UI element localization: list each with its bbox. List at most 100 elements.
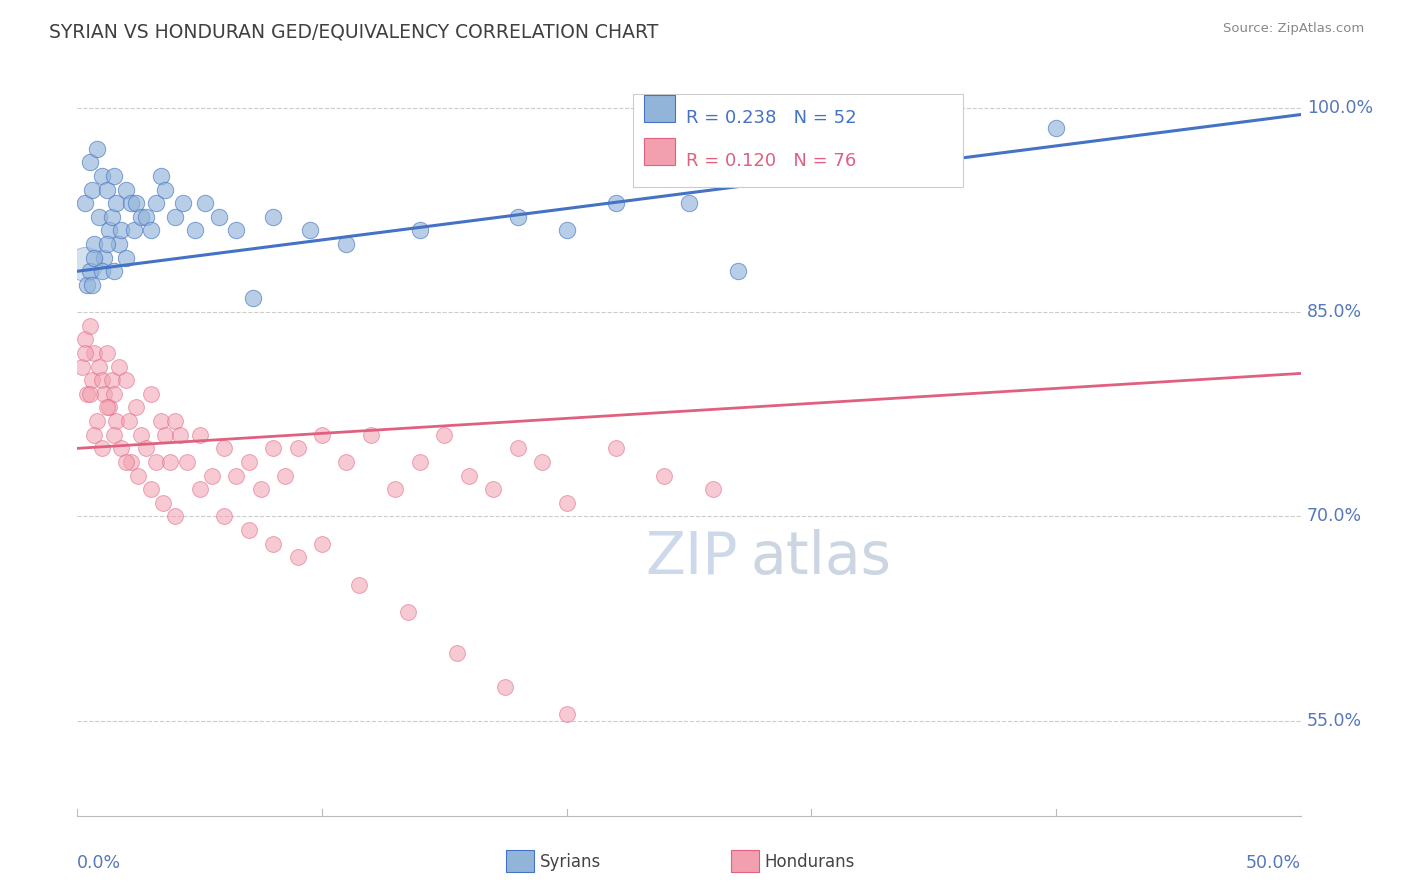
Point — [103, 427, 125, 442]
Point — [555, 223, 578, 237]
Point — [555, 496, 578, 510]
Point — [654, 468, 676, 483]
Point — [73, 196, 96, 211]
Point — [139, 223, 162, 237]
Point — [76, 387, 98, 401]
Point — [184, 223, 207, 237]
Point — [1045, 121, 1067, 136]
Point — [125, 401, 148, 415]
Point — [506, 210, 529, 224]
Point — [165, 414, 187, 428]
Point — [446, 646, 468, 660]
Point — [129, 210, 152, 224]
Point — [169, 427, 191, 442]
Point — [250, 482, 273, 496]
Point — [335, 237, 357, 252]
Point — [90, 373, 112, 387]
Point — [311, 537, 333, 551]
Point — [287, 550, 309, 565]
Text: 0.0%: 0.0% — [77, 854, 121, 871]
Point — [80, 373, 103, 387]
Point — [145, 455, 167, 469]
Point — [93, 251, 115, 265]
Point — [125, 196, 148, 211]
Text: Source: ZipAtlas.com: Source: ZipAtlas.com — [1223, 22, 1364, 36]
Text: 100.0%: 100.0% — [1306, 99, 1372, 117]
Text: 85.0%: 85.0% — [1306, 303, 1362, 321]
Point — [409, 223, 432, 237]
Point — [103, 264, 125, 278]
Point — [110, 223, 132, 237]
Point — [105, 196, 128, 211]
Point — [225, 468, 247, 483]
Text: 50.0%: 50.0% — [1246, 854, 1301, 871]
Point — [80, 277, 103, 292]
Point — [139, 387, 162, 401]
Point — [115, 455, 138, 469]
Point — [155, 182, 177, 196]
Point — [800, 169, 823, 183]
Point — [115, 373, 138, 387]
Point — [188, 427, 211, 442]
Point — [482, 482, 505, 496]
Point — [127, 468, 149, 483]
Text: Syrians: Syrians — [540, 853, 602, 871]
Point — [122, 223, 145, 237]
Point — [262, 537, 284, 551]
Point — [79, 155, 101, 169]
Point — [103, 169, 125, 183]
Point — [73, 332, 96, 346]
Point — [238, 523, 260, 537]
Point — [433, 427, 456, 442]
Point — [208, 210, 231, 224]
Point — [135, 442, 157, 456]
Point — [96, 401, 118, 415]
Point — [172, 196, 194, 211]
Text: 70.0%: 70.0% — [1306, 508, 1362, 525]
Point — [83, 427, 105, 442]
Point — [83, 237, 105, 252]
Point — [262, 442, 284, 456]
Point — [100, 373, 122, 387]
Point — [145, 196, 167, 211]
Point — [176, 455, 198, 469]
Text: ZIP: ZIP — [645, 529, 738, 586]
Point — [155, 427, 177, 442]
Point — [70, 359, 93, 374]
Point — [396, 605, 419, 619]
Point — [100, 210, 122, 224]
Point — [605, 196, 627, 211]
Point — [98, 401, 121, 415]
Point — [225, 223, 247, 237]
Point — [89, 210, 111, 224]
Point — [678, 196, 700, 211]
Point — [495, 680, 517, 694]
Text: R = 0.120   N = 76: R = 0.120 N = 76 — [686, 152, 856, 169]
Point — [922, 135, 945, 149]
Point — [242, 292, 264, 306]
Point — [80, 182, 103, 196]
Point — [76, 277, 98, 292]
Point — [103, 387, 125, 401]
Point — [73, 346, 96, 360]
Point — [605, 442, 627, 456]
Point — [89, 359, 111, 374]
Text: SYRIAN VS HONDURAN GED/EQUIVALENCY CORRELATION CHART: SYRIAN VS HONDURAN GED/EQUIVALENCY CORRE… — [49, 22, 658, 41]
Point — [90, 169, 112, 183]
Point — [201, 468, 224, 483]
Point — [702, 482, 724, 496]
Point — [83, 346, 105, 360]
Point — [98, 223, 121, 237]
Point — [149, 414, 172, 428]
Point — [79, 387, 101, 401]
Point — [90, 442, 112, 456]
Point — [96, 346, 118, 360]
Point — [129, 427, 152, 442]
Point — [238, 455, 260, 469]
Point — [262, 210, 284, 224]
Point — [90, 264, 112, 278]
Point — [86, 414, 108, 428]
Point — [108, 237, 131, 252]
Point — [149, 169, 172, 183]
Point — [110, 442, 132, 456]
